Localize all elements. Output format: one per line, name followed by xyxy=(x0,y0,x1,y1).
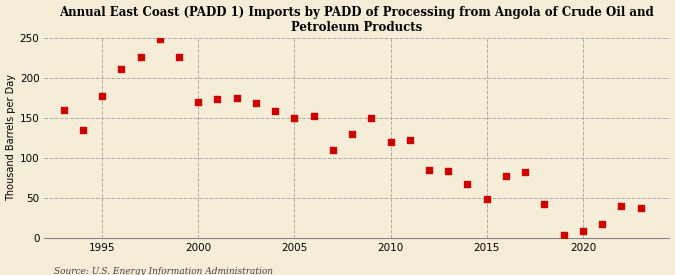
Point xyxy=(501,174,512,178)
Point xyxy=(212,97,223,101)
Text: Source: U.S. Energy Information Administration: Source: U.S. Energy Information Administ… xyxy=(54,267,273,275)
Point xyxy=(578,229,589,233)
Point xyxy=(173,54,184,59)
Point xyxy=(558,233,569,237)
Point xyxy=(270,109,281,114)
Point xyxy=(462,182,473,186)
Point xyxy=(78,128,88,132)
Point xyxy=(443,169,454,174)
Point xyxy=(424,168,435,172)
Point xyxy=(597,222,608,227)
Point xyxy=(289,116,300,120)
Point xyxy=(366,116,377,120)
Point xyxy=(327,148,338,152)
Point xyxy=(308,114,319,118)
Point xyxy=(193,100,204,104)
Point xyxy=(250,101,261,106)
Point xyxy=(58,108,69,112)
Point xyxy=(135,54,146,59)
Point xyxy=(116,67,127,71)
Y-axis label: Thousand Barrels per Day: Thousand Barrels per Day xyxy=(5,74,16,201)
Point xyxy=(97,94,107,98)
Point xyxy=(404,138,415,142)
Point xyxy=(232,95,242,100)
Title: Annual East Coast (PADD 1) Imports by PADD of Processing from Angola of Crude Oi: Annual East Coast (PADD 1) Imports by PA… xyxy=(59,6,654,34)
Point xyxy=(520,170,531,175)
Point xyxy=(481,197,492,201)
Point xyxy=(616,204,627,208)
Point xyxy=(385,140,396,144)
Point xyxy=(635,205,646,210)
Point xyxy=(539,201,550,206)
Point xyxy=(155,37,165,41)
Point xyxy=(347,131,358,136)
